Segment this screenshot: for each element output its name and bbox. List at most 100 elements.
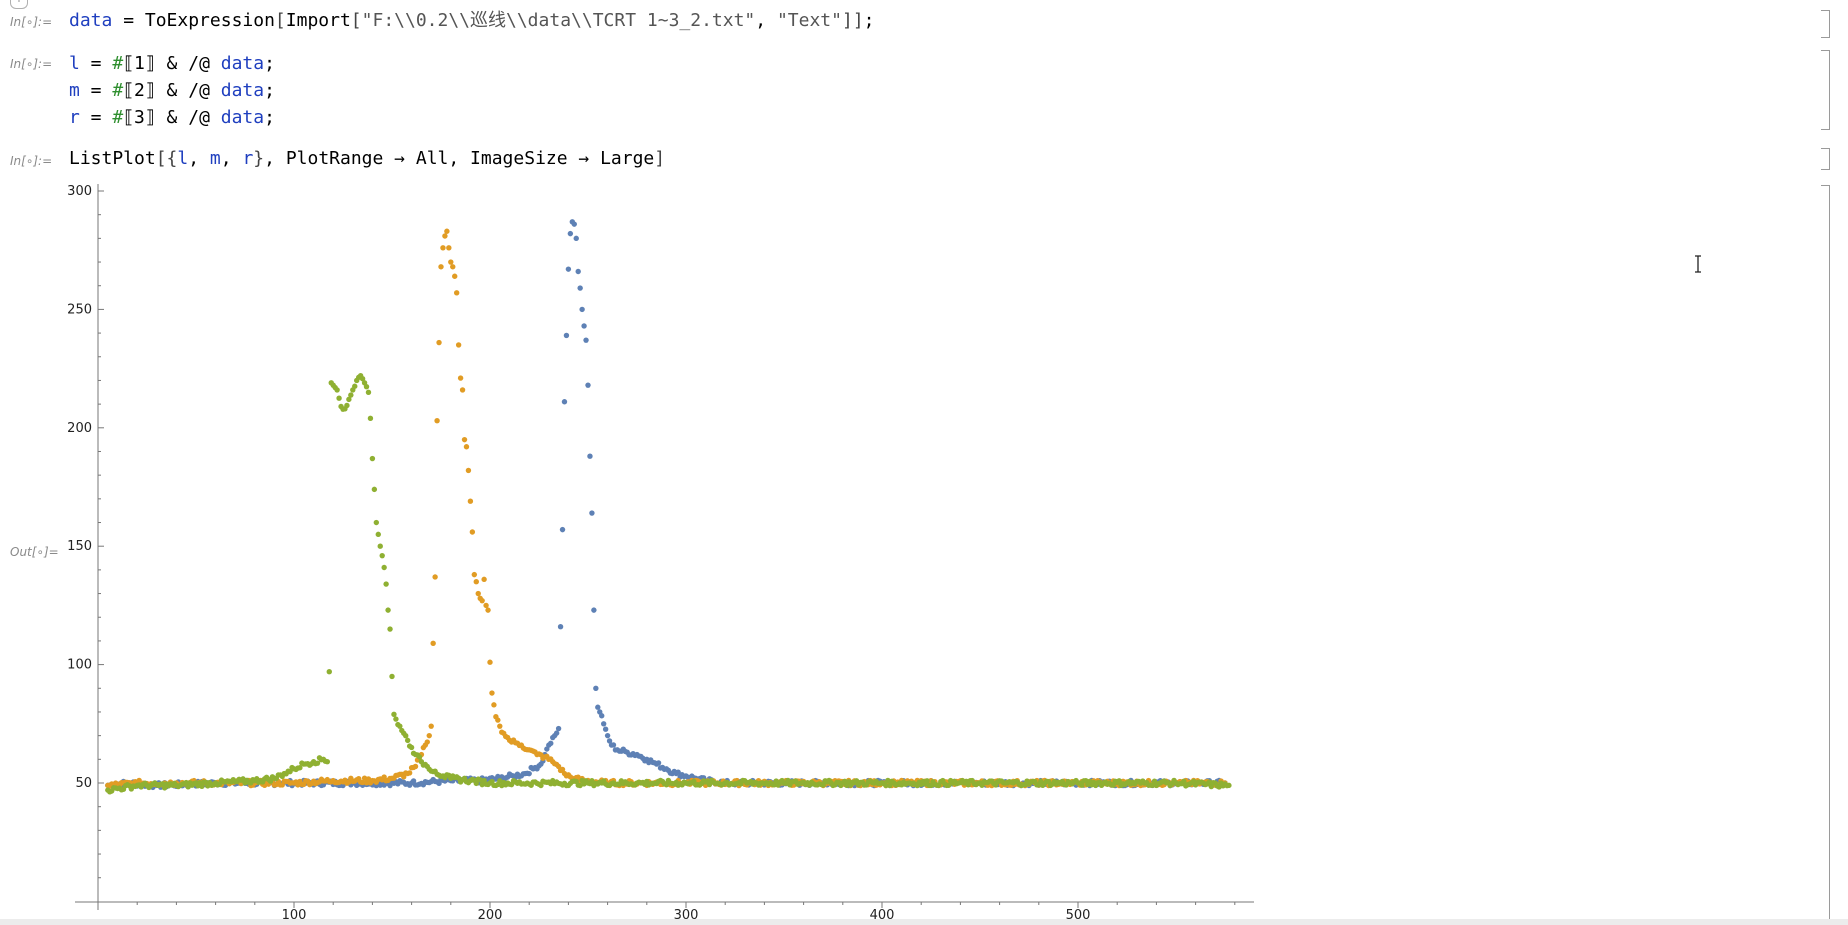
data-point	[379, 552, 385, 559]
data-point	[491, 702, 497, 708]
cell-2-line-1-token: ⟦1⟧	[123, 53, 156, 74]
cell-1-token: ;	[863, 10, 875, 31]
list-plot[interactable]: 100 200 300 400 500 50 100 150 200 250 300	[0, 180, 1280, 920]
data-point	[555, 725, 562, 732]
data-point	[389, 673, 395, 680]
data-point	[455, 342, 462, 348]
data-point	[410, 778, 417, 784]
data-point	[479, 597, 485, 604]
data-point	[606, 738, 613, 744]
cell-2-line-3-token: ;	[264, 107, 275, 128]
data-point	[352, 383, 358, 389]
x-tick-label: 300	[674, 908, 699, 920]
data-point	[444, 228, 450, 234]
cell-3-code-line[interactable]: ListPlot[{l, m, r}, PlotRange → All, Ima…	[69, 148, 665, 170]
data-point	[453, 290, 460, 296]
data-point	[434, 417, 440, 424]
cell-3-token: [{	[155, 148, 178, 169]
cell-1-bracket[interactable]	[1821, 10, 1830, 38]
output-cell-bracket[interactable]	[1821, 185, 1830, 921]
cell-2-line-1-token: ;	[264, 53, 275, 74]
data-point	[655, 760, 662, 766]
data-point	[461, 436, 468, 443]
cell-3-token: l	[177, 148, 189, 169]
cell-2-line-2-token: data	[220, 80, 265, 101]
data-point	[359, 779, 366, 786]
data-point	[404, 737, 411, 744]
data-point	[385, 607, 391, 613]
data-point	[559, 526, 566, 533]
data-point	[567, 230, 574, 237]
data-point	[408, 744, 415, 751]
y-tick-label: 100	[67, 658, 92, 673]
y-tick-label: 250	[67, 302, 92, 317]
data-point	[565, 266, 572, 272]
x-tick-label: 400	[870, 908, 895, 920]
cell-3-token: , PlotRange → All, ImageSize → Large	[264, 148, 655, 169]
data-point	[359, 376, 366, 382]
data-point	[348, 392, 354, 398]
data-point	[267, 778, 274, 784]
data-point	[487, 659, 493, 665]
data-point	[497, 723, 503, 729]
data-point	[1181, 778, 1187, 785]
cell-1-token: ,	[755, 10, 777, 31]
data-point	[495, 717, 501, 723]
data-point	[324, 758, 331, 765]
cell-2-line-1-token: l	[69, 53, 80, 74]
y-tick-label: 300	[67, 184, 92, 199]
data-point	[346, 396, 352, 403]
data-point	[416, 754, 423, 760]
data-point	[600, 721, 607, 727]
x-tick-label: 500	[1066, 908, 1091, 920]
cell-1-token: [	[274, 10, 286, 31]
cell-2-code-line-2[interactable]: m = #⟦2⟧ & /@ data;	[69, 80, 275, 102]
data-point	[326, 669, 332, 675]
data-point	[397, 723, 403, 729]
data-point	[591, 607, 597, 613]
cell-2-line-3-token: #	[112, 107, 124, 128]
cell-2-code-line-3[interactable]: r = #⟦3⟧ & /@ data;	[69, 107, 275, 129]
data-point	[473, 579, 479, 585]
cell-2-input-label: In[∘]:=	[10, 57, 53, 71]
data-point	[363, 384, 370, 390]
data-point	[393, 716, 399, 722]
data-point	[589, 510, 595, 516]
data-point	[440, 245, 446, 251]
cell-2-bracket[interactable]	[1821, 50, 1830, 130]
cell-2-line-2-token: =	[79, 80, 113, 101]
data-point	[473, 780, 479, 787]
data-point	[561, 399, 568, 405]
y-tick-label: 50	[75, 776, 92, 791]
cell-3-input-bracket[interactable]	[1821, 148, 1830, 170]
cell-3-token: }	[253, 148, 265, 169]
new-cell-tab[interactable]: +	[10, 0, 28, 9]
data-point	[457, 375, 464, 381]
data-point	[602, 726, 609, 732]
data-point	[924, 778, 930, 784]
data-point	[314, 760, 321, 766]
data-point	[483, 602, 489, 609]
data-point	[448, 259, 454, 265]
data-point	[485, 607, 491, 613]
data-point	[575, 268, 581, 275]
cell-1-token: =	[112, 10, 145, 31]
data-point	[581, 323, 587, 329]
data-point	[589, 778, 595, 784]
cell-2-code-line-1[interactable]: l = #⟦1⟧ & /@ data;	[69, 53, 275, 75]
cell-2-line-2-token: & /@	[155, 80, 221, 101]
data-point	[467, 498, 474, 504]
cell-3-token: ,	[220, 148, 243, 169]
cell-1-token: [	[350, 10, 362, 31]
cell-1-code-line[interactable]: data = ToExpression[Import["F:\\0.2\\巡线\…	[69, 10, 875, 32]
bottom-edge	[0, 919, 1848, 925]
data-point	[403, 733, 409, 739]
cell-3-token: ,	[188, 148, 210, 169]
data-point	[883, 782, 889, 789]
cell-3-token: ]	[654, 148, 666, 169]
data-point	[375, 531, 381, 538]
data-point	[452, 273, 458, 279]
data-point	[463, 444, 470, 450]
cell-2-line-3-token: =	[79, 107, 113, 128]
data-point	[424, 739, 430, 745]
